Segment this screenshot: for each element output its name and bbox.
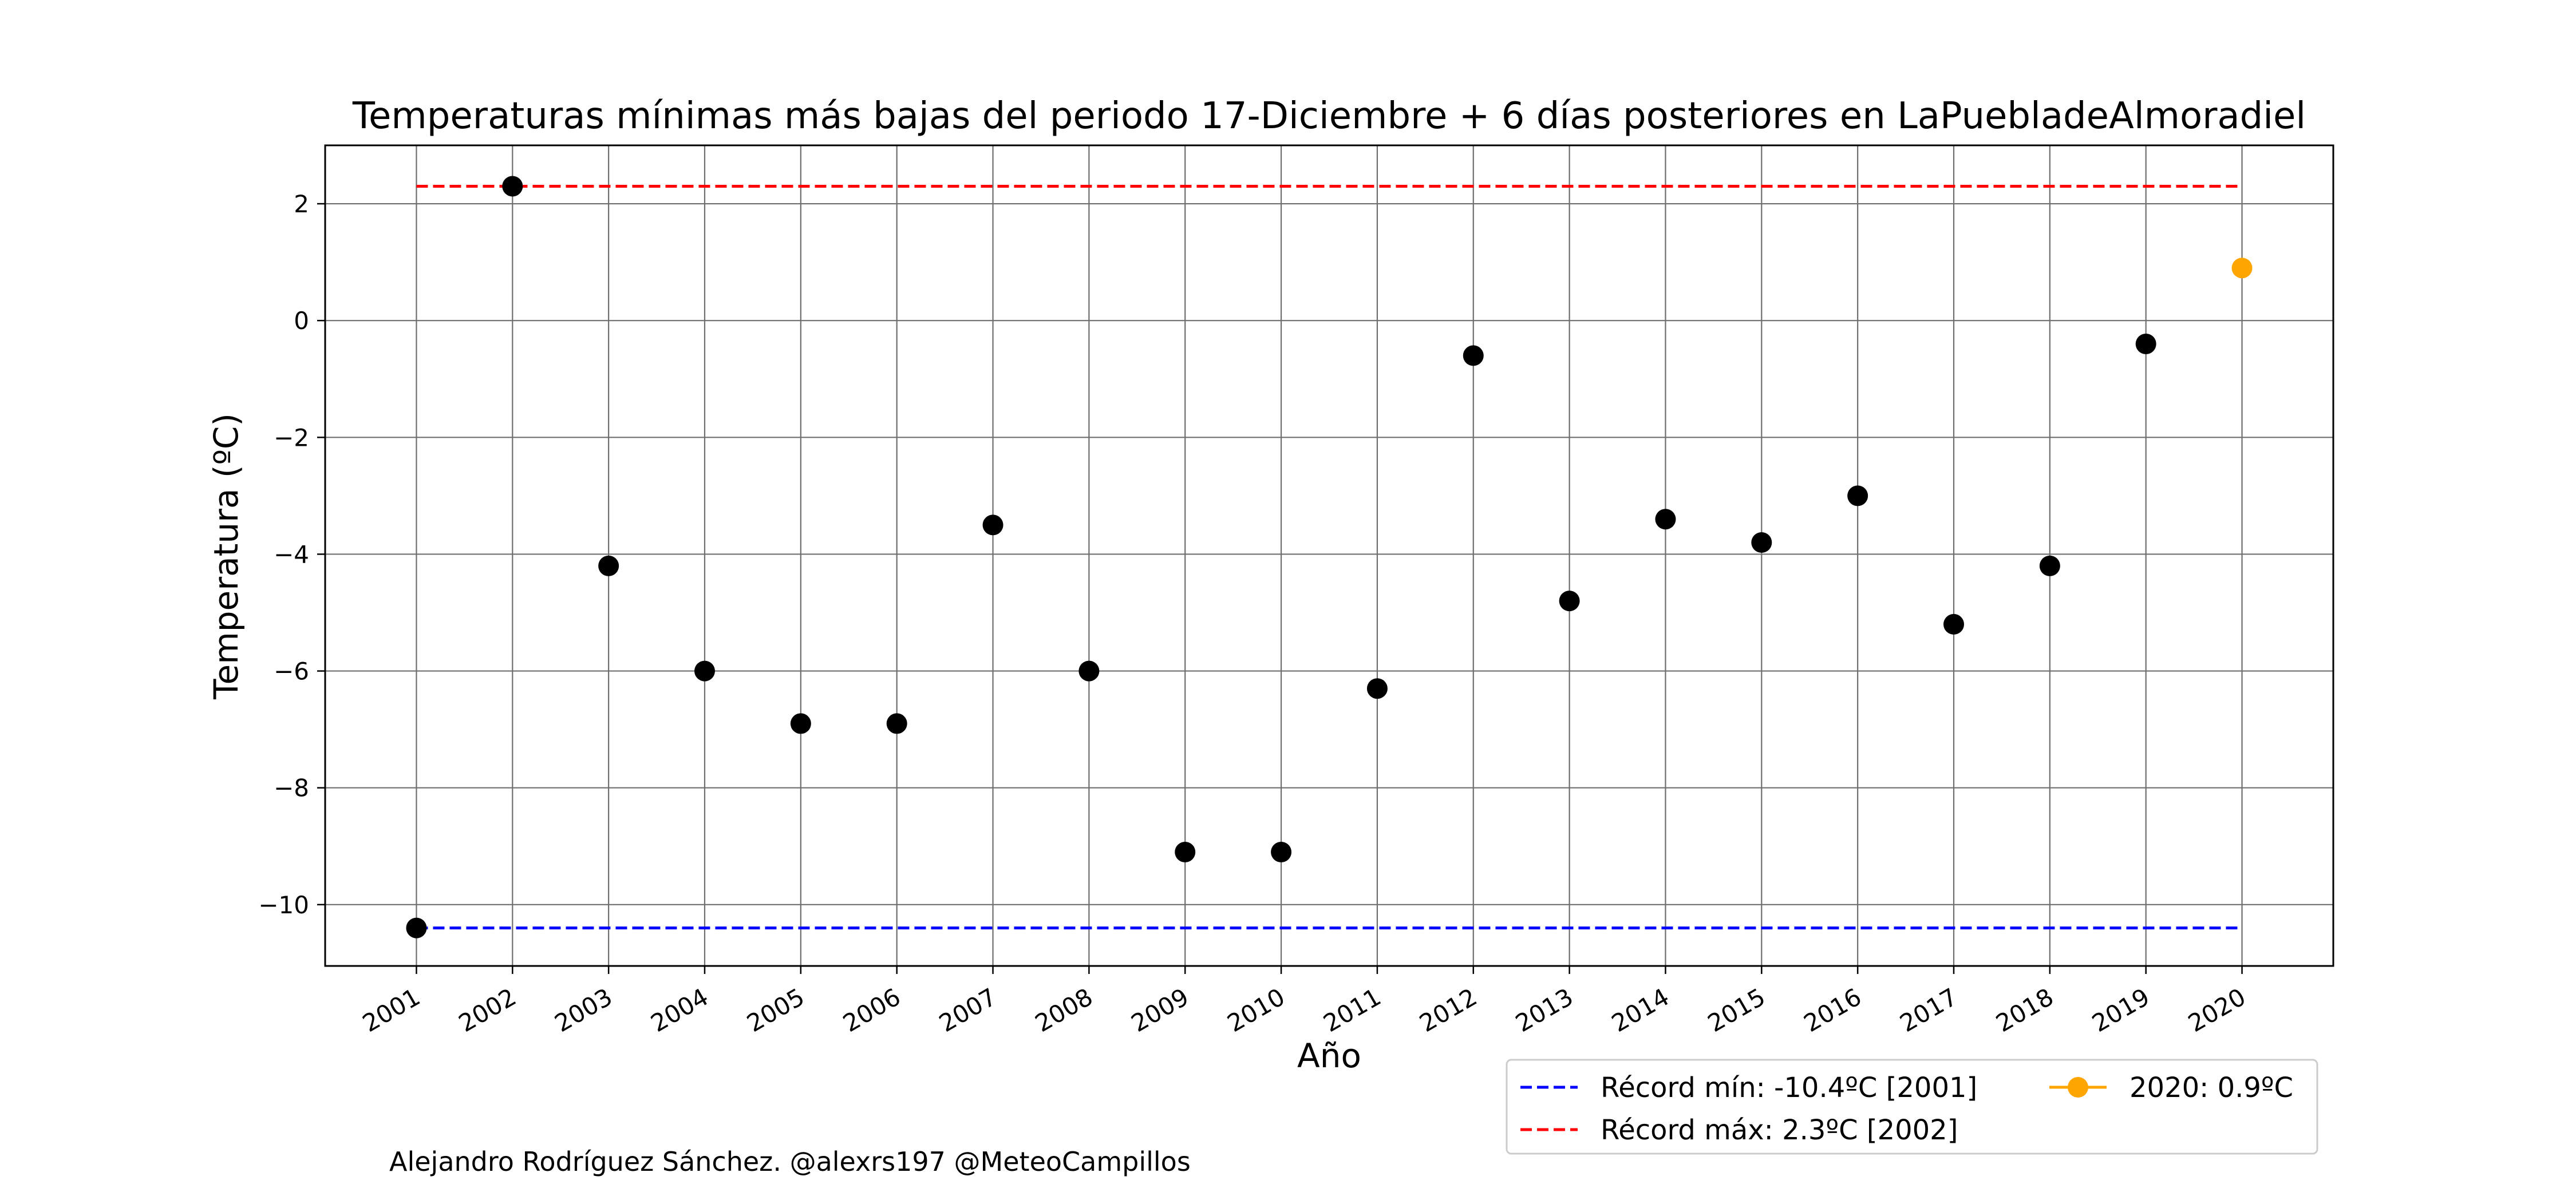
- legend-entry-label: 2020: 0.9ºC: [2129, 1072, 2293, 1104]
- data-point: [1559, 591, 1580, 612]
- data-point: [1463, 345, 1484, 366]
- y-tick-label: −10: [258, 891, 309, 919]
- y-tick-label: −4: [274, 540, 309, 568]
- data-point: [886, 713, 907, 734]
- grid-layer: [325, 145, 2333, 966]
- legend-entry-label: Récord mín: -10.4ºC [2001]: [1601, 1072, 1977, 1104]
- y-tick-label: −6: [274, 658, 309, 686]
- data-point: [1847, 485, 1868, 506]
- y-tick-label: −2: [274, 423, 309, 451]
- x-axis-label: Año: [1297, 1036, 1361, 1075]
- data-point: [1271, 841, 1292, 862]
- data-point: [1078, 660, 1100, 682]
- data-point: [694, 660, 715, 682]
- data-point: [1366, 678, 1388, 699]
- data-point: [598, 555, 619, 576]
- data-point: [502, 176, 523, 197]
- data-point: [406, 917, 427, 938]
- data-point: [1175, 841, 1196, 862]
- plot-frame: [324, 144, 2334, 967]
- y-tick-label: −8: [274, 774, 309, 802]
- footnote: Alejandro Rodríguez Sánchez. @alexrs197 …: [389, 1146, 1191, 1177]
- y-tick-label: 2: [294, 190, 309, 218]
- data-point: [1751, 532, 1772, 553]
- data-points-layer: [406, 176, 2253, 938]
- data-point: [1943, 613, 1965, 635]
- y-tick-label: 0: [294, 307, 309, 335]
- data-point: [2135, 334, 2156, 355]
- data-point: [1655, 509, 1676, 530]
- data-point: [790, 713, 811, 734]
- legend-entry-label: Récord máx: 2.3ºC [2002]: [1601, 1114, 1958, 1146]
- legend: Récord mín: -10.4ºC [2001] Récord máx: 2.…: [1506, 1059, 2318, 1155]
- legend-box: [1506, 1059, 2318, 1155]
- data-point: [982, 514, 1003, 536]
- data-point: [2039, 555, 2060, 576]
- legend-marker-symbol: [2068, 1077, 2088, 1098]
- data-point-2020: [2231, 258, 2253, 279]
- reference-lines-layer: [416, 184, 2242, 930]
- y-axis-label: Temperatura (ºC): [207, 413, 246, 700]
- chart-title: Temperaturas mínimas más bajas del perio…: [352, 95, 2306, 137]
